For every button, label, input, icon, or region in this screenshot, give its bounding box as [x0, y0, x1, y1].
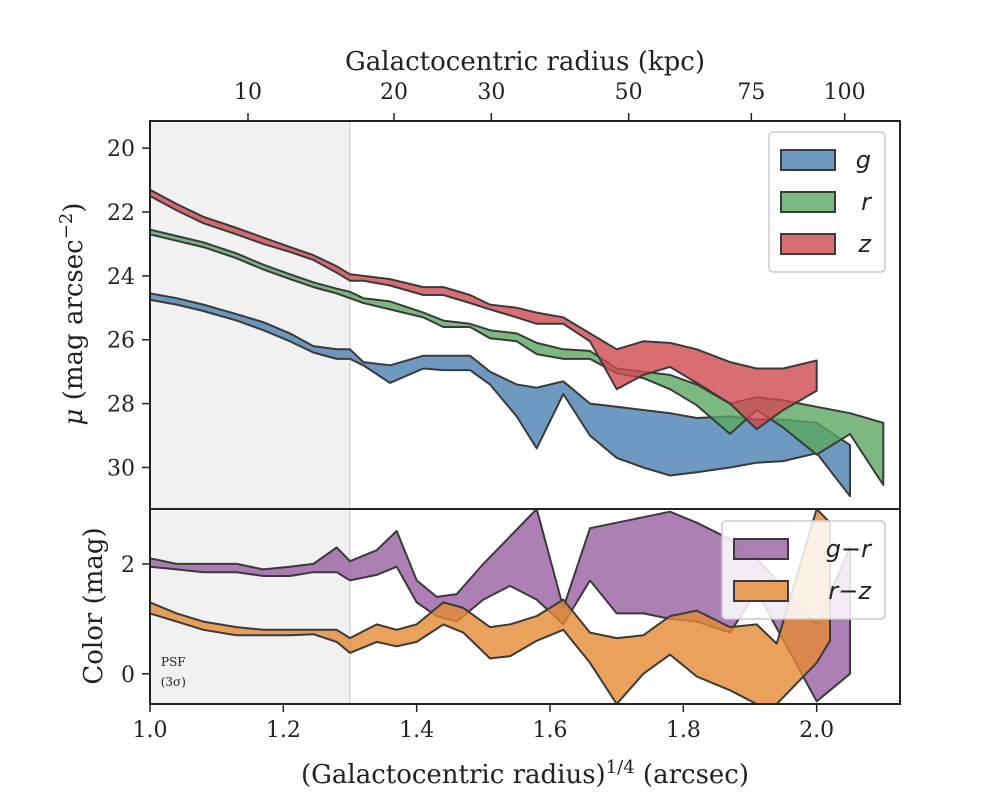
band-g — [150, 292, 851, 498]
legend-label-g−r: g−r — [826, 535, 873, 563]
y-tick-label: 28 — [107, 393, 135, 418]
psf-note-sigma: (3σ) — [161, 675, 186, 689]
top-x-tick-label: 50 — [615, 80, 643, 105]
y-tick-label: 2 — [121, 553, 135, 578]
legend-label-g: g — [856, 146, 871, 174]
legend-label-r: r — [861, 188, 873, 216]
band-r — [150, 228, 885, 486]
psf-note-label: PSF — [161, 655, 186, 669]
x-tick-label: 1.0 — [133, 718, 168, 743]
top-x-tick-label: 10 — [234, 80, 262, 105]
legend-label-r−z: r−z — [828, 577, 872, 605]
x-tick-label: 1.8 — [666, 718, 701, 743]
x-tick-label: 1.2 — [266, 718, 301, 743]
legend-swatch-g — [780, 149, 836, 171]
top-x-tick-label: 30 — [477, 80, 505, 105]
legend-swatch-z — [780, 233, 836, 255]
x-tick-label: 2.0 — [799, 718, 834, 743]
bottom-y-axis-title: Color (mag) — [79, 527, 109, 684]
color-panel: 0 2 1.0 1.2 1.4 1.6 1.8 2.0 g−r r−z PSF (3σ) — [121, 508, 901, 743]
band-z — [150, 188, 818, 431]
top-x-tick-label: 75 — [737, 80, 765, 105]
top-x-tick-label: 100 — [824, 80, 866, 105]
legend-swatch-r−z — [733, 580, 789, 602]
psf-shaded-region — [150, 509, 350, 704]
surface-brightness-panel: 20 22 24 26 28 30 10 20 30 50 75 100 grz — [107, 80, 901, 510]
x-tick-label: 1.6 — [533, 718, 568, 743]
y-tick-label: 0 — [121, 663, 135, 688]
legend-swatch-r — [780, 191, 836, 213]
band-g−r — [150, 509, 851, 703]
y-tick-label: 26 — [107, 329, 135, 354]
y-tick-label: 22 — [107, 201, 135, 226]
x-tick-label: 1.4 — [399, 718, 434, 743]
top-y-axis-title: μ (mag arcsec−2) — [56, 203, 89, 426]
band-r−z — [150, 509, 831, 704]
y-tick-label: 24 — [107, 265, 135, 290]
bottom-x-axis-title: (Galactocentric radius)1/4 (arcsec) — [301, 757, 749, 790]
top-x-axis-title: Galactocentric radius (kpc) — [345, 47, 705, 77]
axes-frame — [149, 508, 901, 705]
y-tick-label: 20 — [107, 137, 135, 162]
top-x-tick-label: 20 — [380, 80, 408, 105]
y-tick-label: 30 — [107, 456, 135, 481]
legend-swatch-g−r — [733, 538, 789, 560]
psf-shaded-region — [150, 121, 350, 509]
legend-label-z: z — [857, 230, 872, 258]
